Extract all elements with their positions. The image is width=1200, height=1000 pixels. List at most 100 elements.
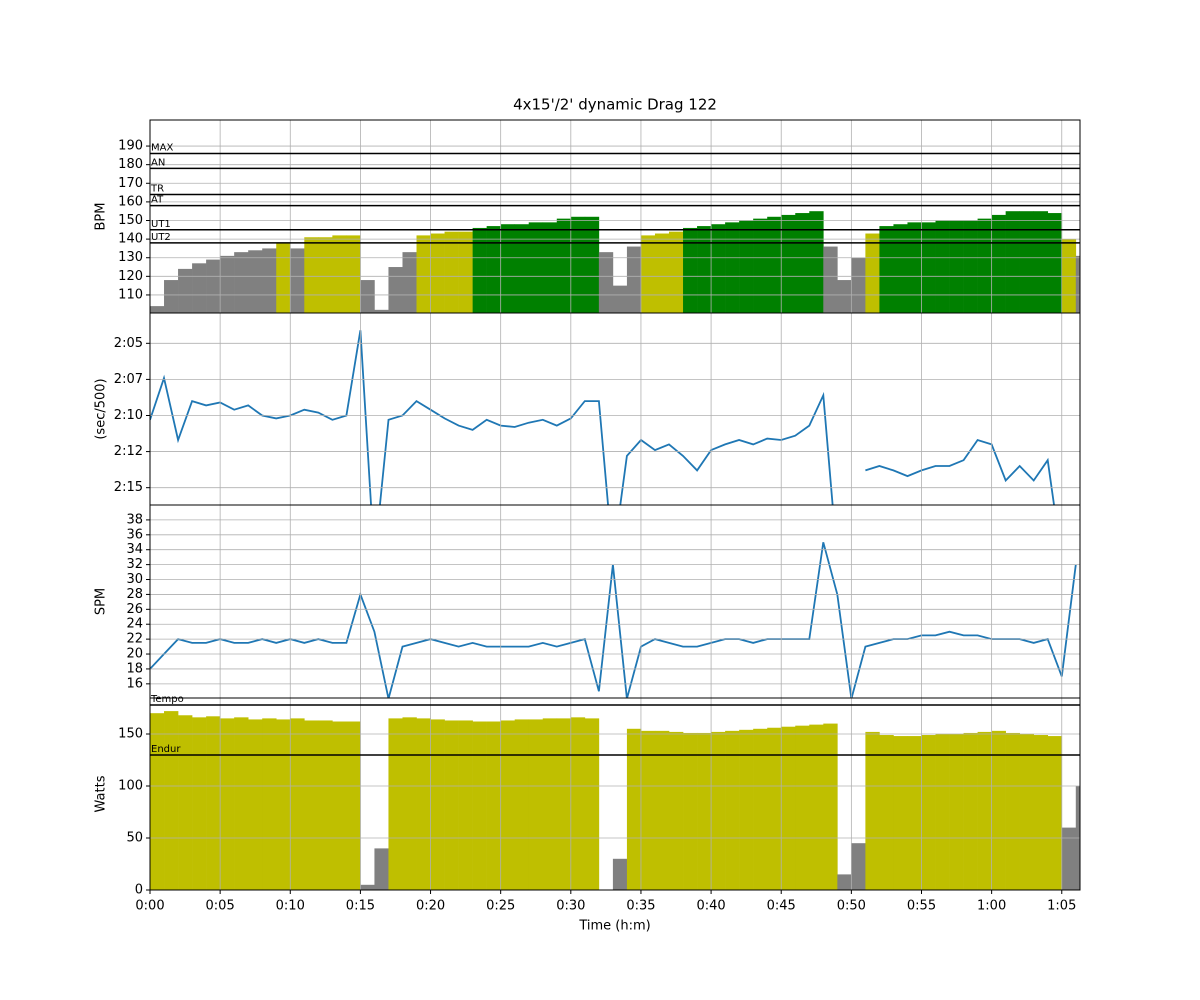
- bar: [220, 255, 235, 313]
- y-tick-label: 2:15: [114, 480, 143, 495]
- bar: [1005, 732, 1020, 890]
- bar: [1033, 735, 1049, 890]
- y-tick-label: 38: [126, 512, 143, 527]
- bar: [486, 721, 501, 890]
- bar: [865, 731, 880, 890]
- bar: [430, 233, 445, 313]
- bar: [528, 719, 544, 890]
- y-tick-label: 0: [135, 883, 143, 898]
- x-tick-label: 0:25: [486, 899, 515, 914]
- bar: [654, 233, 670, 313]
- bar: [262, 248, 277, 313]
- x-tick-label: 0:50: [837, 899, 866, 914]
- bar: [1033, 211, 1049, 313]
- bar: [416, 718, 431, 890]
- bar: [1061, 827, 1077, 890]
- bar: [626, 246, 642, 313]
- x-tick-label: 0:30: [556, 899, 585, 914]
- zone-label: AT: [151, 195, 164, 206]
- y-axis-label: BPM: [94, 203, 109, 231]
- bar: [823, 723, 838, 890]
- bar: [346, 235, 361, 313]
- bar: [150, 306, 165, 313]
- y-axis-label: Watts: [94, 775, 109, 812]
- bar: [753, 218, 768, 313]
- bar: [669, 231, 684, 313]
- bar: [206, 259, 221, 313]
- y-tick-label: 2:07: [114, 372, 143, 387]
- bar: [360, 280, 375, 313]
- y-tick-label: 140: [118, 232, 143, 247]
- bar: [837, 874, 852, 890]
- bar: [178, 715, 193, 890]
- y-tick-label: 18: [126, 661, 143, 676]
- bar: [612, 285, 628, 313]
- bar: [192, 263, 207, 313]
- zone-label: UT1: [151, 219, 171, 230]
- bar: [753, 728, 768, 890]
- zone-label: UT2: [151, 232, 171, 243]
- bar: [697, 226, 712, 313]
- y-tick-label: 130: [118, 250, 143, 265]
- bar: [963, 220, 978, 313]
- bar: [220, 718, 235, 890]
- bar: [556, 718, 572, 890]
- bar: [795, 213, 810, 313]
- y-tick-label: 100: [118, 778, 143, 793]
- x-tick-label: 0:45: [767, 899, 796, 914]
- bar: [893, 224, 908, 313]
- zone-label: Endur: [151, 744, 181, 755]
- bar: [865, 233, 880, 313]
- y-tick-label: 24: [126, 617, 143, 632]
- bar: [486, 226, 501, 313]
- bar: [851, 843, 866, 890]
- x-tick-label: 0:10: [276, 899, 305, 914]
- y-tick-label: 150: [118, 726, 143, 741]
- y-axis-label: SPM: [94, 588, 109, 615]
- bar: [851, 257, 866, 313]
- bar: [879, 226, 894, 313]
- bar: [556, 218, 572, 313]
- bar: [1047, 213, 1063, 313]
- bar: [1075, 255, 1080, 313]
- bar: [640, 730, 656, 890]
- chart-title: 4x15'/2' dynamic Drag 122: [513, 96, 717, 114]
- bar: [991, 730, 1006, 890]
- bar: [584, 718, 600, 890]
- y-tick-label: 30: [126, 572, 143, 587]
- bar: [430, 719, 445, 890]
- plot-area: [150, 211, 1080, 313]
- bar: [1019, 733, 1035, 890]
- y-axis-label: (sec/500): [94, 378, 109, 439]
- bar: [472, 227, 487, 313]
- bar: [654, 730, 670, 890]
- y-tick-label: 34: [126, 542, 143, 557]
- bar: [1019, 211, 1035, 313]
- y-tick-label: 26: [126, 602, 143, 617]
- bar: [949, 733, 964, 890]
- x-tick-label: 0:35: [626, 899, 655, 914]
- zone-label: Tempo: [150, 694, 184, 705]
- bar: [711, 731, 726, 890]
- bar: [598, 252, 614, 313]
- bar: [809, 211, 824, 313]
- bar: [500, 224, 516, 313]
- bar: [304, 720, 319, 890]
- zone-label: TR: [150, 183, 164, 194]
- axes-frame: [149, 697, 1081, 891]
- y-tick-label: 160: [118, 194, 143, 209]
- bar: [458, 231, 473, 313]
- x-tick-label: 0:20: [416, 899, 445, 914]
- bar: [669, 731, 684, 890]
- zone-label: MAX: [151, 143, 173, 154]
- bar: [388, 267, 403, 313]
- bar: [542, 718, 558, 890]
- plot-area: [150, 542, 1077, 698]
- bar: [935, 733, 950, 890]
- y-tick-label: 50: [126, 830, 143, 845]
- bar: [178, 268, 193, 313]
- bar: [234, 252, 249, 313]
- y-tick-label: 20: [126, 647, 143, 662]
- bar: [248, 250, 263, 313]
- bar: [907, 222, 922, 313]
